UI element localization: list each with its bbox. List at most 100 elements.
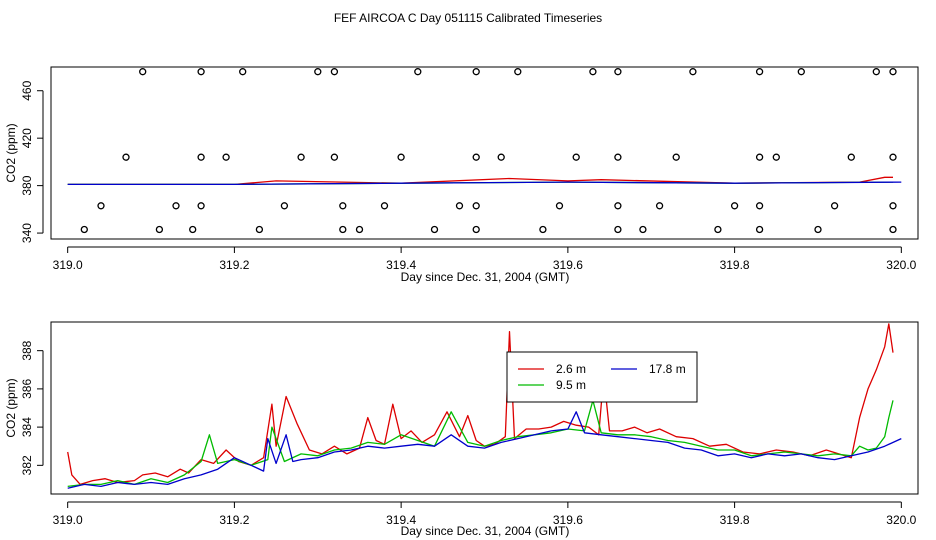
legend-box bbox=[506, 351, 698, 403]
top-scatter-point bbox=[197, 68, 205, 76]
top-scatter-point bbox=[889, 153, 897, 161]
top-scatter-point bbox=[814, 225, 822, 234]
top-scatter-point bbox=[872, 68, 880, 76]
top-scatter-point bbox=[80, 225, 88, 234]
top-scatter-point bbox=[772, 153, 780, 161]
top-scatter-point bbox=[314, 68, 322, 76]
bottom-plot-frame bbox=[50, 321, 919, 495]
top-x-tick-label: 320.0 bbox=[886, 258, 916, 272]
top-scatter-point bbox=[755, 68, 764, 76]
top-scatter-point bbox=[97, 202, 105, 210]
top-x-axis: 319.0 319.2 319.4 319.6 319.8 320.0 bbox=[53, 246, 917, 272]
top-scatter-point bbox=[239, 68, 247, 76]
top-scatter-point bbox=[197, 202, 205, 210]
top-scatter-point bbox=[339, 202, 347, 210]
top-scatter-point bbox=[255, 225, 264, 234]
bottom-x-tick-label: 319.6 bbox=[553, 513, 583, 527]
top-scatter-point bbox=[689, 68, 697, 76]
top-scatter-point bbox=[472, 202, 480, 210]
top-scatter-point bbox=[639, 225, 647, 234]
bottom-series-lines bbox=[67, 323, 902, 489]
top-scatter-point bbox=[330, 68, 339, 76]
top-scatter-point bbox=[472, 68, 480, 76]
top-x-tick-label: 319.6 bbox=[553, 258, 583, 272]
legend: 2.6 m 9.5 m 17.8 m bbox=[506, 351, 698, 403]
legend-label-17-8m: 17.8 m bbox=[649, 362, 686, 376]
bottom-x-axis-label: Day since Dec. 31, 2004 (GMT) bbox=[401, 524, 570, 538]
bottom-x-tick-label: 319.2 bbox=[219, 513, 249, 527]
top-scatter-point bbox=[189, 225, 197, 234]
bottom-series-17-8-mm bbox=[67, 411, 902, 489]
top-y-tick-label: 340 bbox=[20, 223, 34, 243]
top-scatter-point bbox=[614, 68, 622, 76]
top-scatter-point bbox=[472, 225, 480, 234]
top-scatter-point bbox=[614, 153, 622, 161]
top-scatter-points bbox=[80, 68, 897, 234]
top-scatter-point bbox=[122, 153, 130, 161]
bottom-y-tick-label: 388 bbox=[20, 340, 34, 360]
top-scatter-point bbox=[589, 68, 597, 76]
top-scatter-point bbox=[730, 202, 739, 210]
top-scatter-point bbox=[514, 68, 522, 76]
bottom-series-9-5-mm bbox=[67, 399, 894, 488]
top-series-2-6-mm bbox=[67, 176, 893, 186]
figure-title: FEF AIRCOA C Day 051115 Calibrated Times… bbox=[334, 11, 602, 25]
top-scatter-point bbox=[397, 153, 405, 161]
top-scatter-point bbox=[330, 153, 339, 161]
top-scatter-point bbox=[430, 225, 439, 234]
legend-label-2-6m: 2.6 m bbox=[556, 362, 586, 376]
bottom-chart: 319.0 319.2 319.4 319.6 319.8 320.0 382 384 386… bbox=[4, 321, 919, 538]
top-series-17-8-mm bbox=[67, 181, 902, 186]
top-y-tick-label: 460 bbox=[20, 80, 34, 100]
top-x-tick-label: 319.4 bbox=[386, 258, 416, 272]
top-scatter-point bbox=[830, 202, 839, 210]
top-scatter-point bbox=[222, 153, 230, 161]
top-scatter-point bbox=[339, 225, 347, 234]
top-scatter-point bbox=[155, 225, 164, 234]
top-x-tick-label: 319.8 bbox=[720, 258, 750, 272]
top-y-axis: 340 380 420 460 bbox=[20, 80, 44, 243]
bottom-series-2-6-mm bbox=[67, 323, 894, 486]
top-x-axis-label: Day since Dec. 31, 2004 (GMT) bbox=[401, 270, 570, 284]
bottom-x-tick-label: 319.4 bbox=[386, 513, 416, 527]
top-scatter-point bbox=[380, 202, 389, 210]
top-y-tick-label: 420 bbox=[20, 128, 34, 148]
top-scatter-point bbox=[847, 153, 855, 161]
top-scatter-point bbox=[614, 225, 622, 234]
top-scatter-point bbox=[539, 225, 547, 234]
top-scatter-point bbox=[672, 153, 680, 161]
top-scatter-point bbox=[889, 225, 897, 234]
bottom-x-tick-label: 320.0 bbox=[886, 513, 916, 527]
bottom-y-tick-label: 386 bbox=[20, 379, 34, 399]
top-scatter-point bbox=[172, 202, 180, 210]
top-scatter-point bbox=[414, 68, 422, 76]
top-scatter-point bbox=[889, 202, 897, 210]
top-scatter-point bbox=[555, 202, 564, 210]
top-x-tick-label: 319.2 bbox=[219, 258, 249, 272]
top-chart: 319.0 319.2 319.4 319.6 319.8 320.0 340 380 420… bbox=[4, 66, 919, 284]
top-scatter-point bbox=[755, 153, 764, 161]
bottom-x-tick-label: 319.0 bbox=[53, 513, 83, 527]
top-y-axis-label: CO2 (ppm) bbox=[4, 123, 18, 182]
top-scatter-point bbox=[197, 153, 205, 161]
top-scatter-point bbox=[455, 202, 464, 210]
top-scatter-point bbox=[497, 153, 505, 161]
top-y-tick-label: 380 bbox=[20, 175, 34, 195]
bottom-y-tick-label: 384 bbox=[20, 417, 34, 437]
bottom-y-axis: 382 384 386 388 bbox=[20, 340, 44, 475]
top-scatter-point bbox=[655, 202, 664, 210]
top-scatter-point bbox=[755, 202, 764, 210]
bottom-y-axis-label: CO2 (ppm) bbox=[4, 378, 18, 437]
top-series-lines bbox=[67, 176, 902, 186]
top-plot-frame bbox=[50, 66, 919, 240]
top-scatter-point bbox=[889, 68, 897, 76]
top-scatter-point bbox=[714, 225, 722, 234]
top-scatter-point bbox=[755, 225, 764, 234]
bottom-x-axis: 319.0 319.2 319.4 319.6 319.8 320.0 bbox=[53, 501, 917, 527]
top-scatter-point bbox=[280, 202, 289, 210]
top-scatter-point bbox=[297, 153, 305, 161]
top-x-tick-label: 319.0 bbox=[53, 258, 83, 272]
bottom-y-tick-label: 382 bbox=[20, 455, 34, 475]
legend-label-9-5m: 9.5 m bbox=[556, 378, 586, 392]
